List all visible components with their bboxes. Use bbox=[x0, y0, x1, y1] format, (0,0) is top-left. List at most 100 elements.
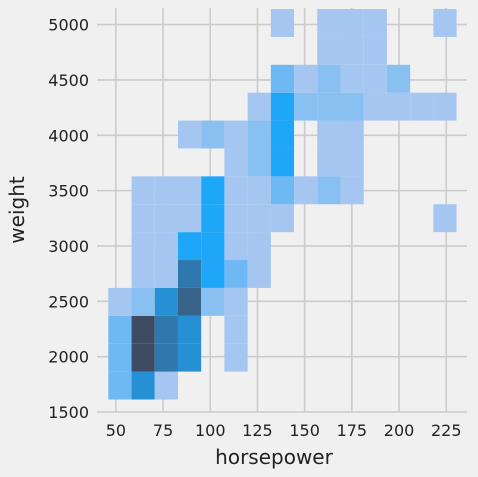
heatmap-cell bbox=[154, 232, 178, 261]
heatmap-cell bbox=[340, 120, 364, 149]
heatmap-cell bbox=[270, 64, 295, 93]
heatmap-cell bbox=[386, 92, 411, 121]
heatmap-cell bbox=[317, 148, 341, 177]
heatmap-cell bbox=[294, 92, 318, 121]
y-tick-label: 4000 bbox=[48, 126, 89, 145]
heatmap-cell bbox=[247, 204, 271, 233]
heatmap-cell bbox=[363, 36, 387, 65]
heatmap-cell bbox=[363, 8, 387, 37]
x-tick-label: 225 bbox=[431, 421, 462, 440]
heatmap-cell bbox=[317, 176, 341, 205]
heatmap-cell bbox=[201, 260, 225, 288]
heatmap-cell bbox=[270, 120, 295, 149]
heatmap-cell bbox=[224, 120, 248, 149]
heatmap-cell bbox=[247, 92, 271, 121]
x-tick-label: 75 bbox=[153, 421, 173, 440]
heatmap-cell bbox=[154, 204, 178, 233]
heatmap-cell bbox=[154, 343, 178, 372]
heatmap-cell bbox=[177, 232, 202, 261]
heatmap-cell bbox=[363, 92, 387, 121]
heatmap-cell bbox=[433, 204, 457, 233]
heatmap-cell bbox=[410, 92, 434, 121]
heatmap-cell bbox=[317, 64, 341, 93]
heatmap-cell bbox=[201, 176, 225, 205]
x-axis-label: horsepower bbox=[215, 445, 333, 469]
y-tick-label: 4500 bbox=[48, 71, 89, 90]
heatmap-cell bbox=[224, 343, 248, 372]
heatmap-cell bbox=[363, 64, 387, 93]
y-tick-label: 5000 bbox=[48, 16, 89, 35]
heatmap-cell bbox=[154, 371, 178, 400]
heatmap-cell bbox=[224, 148, 248, 177]
heatmap-cell bbox=[108, 343, 132, 372]
heatmap-cell bbox=[108, 287, 132, 316]
heatmap-cell bbox=[154, 176, 178, 205]
heatmap-cell bbox=[177, 204, 202, 233]
heatmap-cell bbox=[294, 64, 318, 93]
heatmap-cell bbox=[154, 287, 178, 316]
heatmap-cell bbox=[177, 260, 202, 288]
heatmap-cell bbox=[340, 64, 364, 93]
x-tick-label: 200 bbox=[384, 421, 415, 440]
heatmap-cell bbox=[270, 204, 295, 233]
heatmap-cell bbox=[108, 371, 132, 400]
heatmap-cells bbox=[108, 8, 457, 400]
y-tick-label: 2500 bbox=[48, 292, 89, 311]
heatmap-cell bbox=[340, 36, 364, 65]
heatmap-cell bbox=[247, 232, 271, 261]
heatmap-cell bbox=[247, 260, 271, 288]
heatmap-cell bbox=[340, 8, 364, 37]
heatmap-cell bbox=[177, 315, 202, 344]
heatmap-cell bbox=[224, 232, 248, 261]
heatmap-cell bbox=[177, 176, 202, 205]
y-tick-label: 3000 bbox=[48, 237, 89, 256]
heatmap-cell bbox=[224, 260, 248, 288]
y-tick-label: 1500 bbox=[48, 403, 89, 422]
heatmap-cell bbox=[270, 92, 295, 121]
heatmap-cell bbox=[433, 8, 457, 37]
heatmap-cell bbox=[201, 204, 225, 233]
y-axis-label: weight bbox=[5, 176, 29, 244]
heatmap-cell bbox=[131, 371, 155, 400]
heatmap-cell bbox=[224, 176, 248, 205]
heatmap-cell bbox=[270, 176, 295, 205]
heatmap-cell bbox=[270, 8, 295, 37]
x-tick-label: 150 bbox=[289, 421, 320, 440]
heatmap-cell bbox=[131, 343, 155, 372]
y-tick-label: 2000 bbox=[48, 348, 89, 367]
x-tick-label: 50 bbox=[106, 421, 126, 440]
heatmap-cell bbox=[131, 260, 155, 288]
heatmap-cell bbox=[247, 120, 271, 149]
heatmap-cell bbox=[131, 232, 155, 261]
heatmap-cell bbox=[201, 287, 225, 316]
heatmap-cell bbox=[340, 92, 364, 121]
heatmap-cell bbox=[224, 287, 248, 316]
heatmap-cell bbox=[201, 120, 225, 149]
heatmap-cell bbox=[340, 176, 364, 205]
heatmap-cell bbox=[270, 148, 295, 177]
heatmap-cell bbox=[317, 120, 341, 149]
heatmap-cell bbox=[131, 204, 155, 233]
y-tick-labels: 1500 2000 2500 3000 3500 4000 4500 5000 bbox=[48, 16, 89, 422]
heatmap-cell bbox=[131, 176, 155, 205]
heatmap-cell bbox=[340, 148, 364, 177]
x-tick-label: 175 bbox=[337, 421, 368, 440]
heatmap-cell bbox=[317, 8, 341, 37]
heatmap-cell bbox=[177, 287, 202, 316]
heatmap-cell bbox=[131, 315, 155, 344]
heatmap-cell bbox=[317, 36, 341, 65]
heatmap-cell bbox=[317, 92, 341, 121]
heatmap-cell bbox=[294, 176, 318, 205]
x-tick-label: 125 bbox=[242, 421, 273, 440]
heatmap-cell bbox=[224, 204, 248, 233]
heatmap-cell bbox=[154, 315, 178, 344]
heatmap-cell bbox=[247, 148, 271, 177]
y-tick-label: 3500 bbox=[48, 182, 89, 201]
heatmap-cell bbox=[131, 287, 155, 316]
heatmap-cell bbox=[201, 232, 225, 261]
heatmap-cell bbox=[386, 64, 411, 93]
heatmap-cell bbox=[177, 120, 202, 149]
heatmap-cell bbox=[177, 343, 202, 372]
x-tick-label: 100 bbox=[195, 421, 226, 440]
